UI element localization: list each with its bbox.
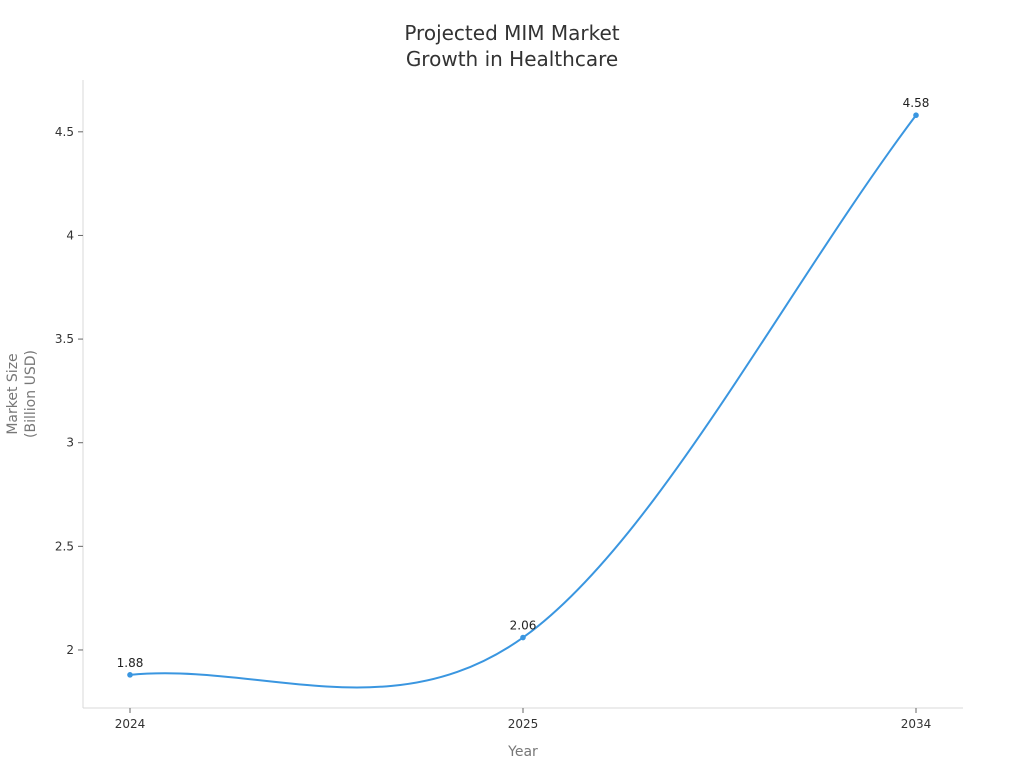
chart-title-line-1: Projected MIM Market [404,21,619,45]
series-line [129,114,917,689]
y-tick-label: 2 [66,643,74,657]
y-tick-label: 3 [66,436,74,450]
y-axis-ticks: 2 2.5 3 3.5 4 4.5 [55,125,83,657]
data-label: 4.58 [903,96,930,110]
y-tick-label: 4.5 [55,125,74,139]
y-tick-label: 4 [66,228,74,242]
x-axis-ticks: 2024 2025 2034 [115,708,932,731]
x-tick-label: 2024 [115,717,146,731]
data-label: 1.88 [117,656,144,670]
y-axis-title-line-1: Market Size [5,353,21,434]
x-axis-title: Year [507,744,538,760]
data-point [913,112,919,119]
data-label: 2.06 [510,619,537,633]
y-axis-title-line-2: (Billion USD) [23,350,39,438]
series-layer: 1.88 2.06 4.58 [117,96,930,689]
x-tick-label: 2025 [508,717,539,731]
y-tick-label: 2.5 [55,539,74,553]
chart-title-line-2: Growth in Healthcare [406,47,618,71]
x-tick-label: 2034 [901,717,932,731]
data-point [520,634,526,641]
y-tick-label: 3.5 [55,332,74,346]
data-point [127,672,133,678]
